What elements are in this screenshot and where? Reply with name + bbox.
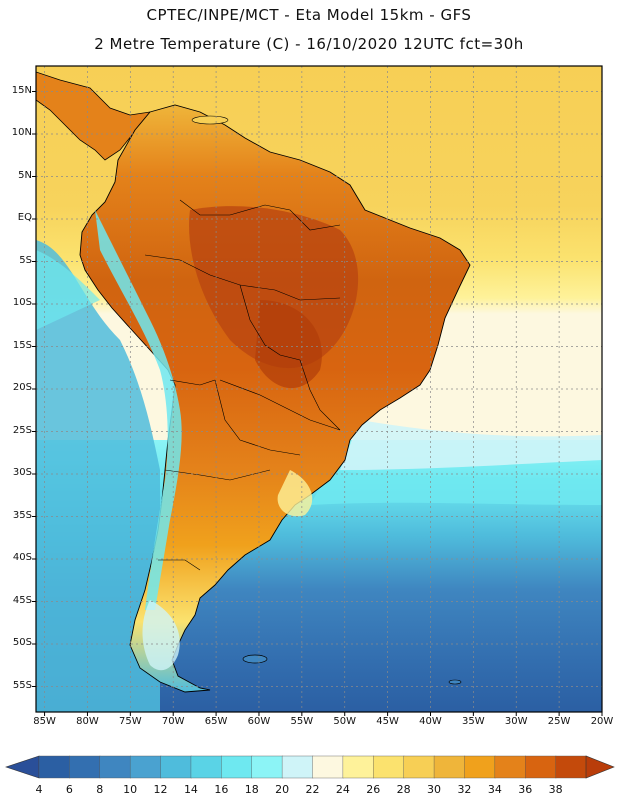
- lon-label: 30W: [504, 716, 528, 727]
- colorbar-swatch: [373, 755, 405, 779]
- lon-label: 65W: [204, 716, 228, 727]
- colorbar-label: 12: [153, 783, 168, 796]
- uruguay-mild: [277, 470, 313, 517]
- pacific-band-light: [36, 250, 100, 330]
- colorbar-swatch: [555, 755, 587, 779]
- colorbar-swatch: [433, 755, 466, 779]
- colorbar-swatch: [99, 755, 131, 779]
- colorbar-label: 8: [96, 783, 104, 796]
- falkland-islands: [242, 654, 268, 664]
- hot-core: [189, 206, 359, 369]
- colorbar-label: 24: [335, 783, 350, 796]
- lat-label: 5S: [19, 254, 32, 266]
- map-title: CPTEC/INPE/MCT - Eta Model 15km - GFS: [146, 6, 472, 24]
- colorbar-swatch: [129, 755, 162, 779]
- map-area: [36, 66, 602, 712]
- lon-label: 85W: [33, 716, 56, 727]
- lon-label: 25W: [547, 716, 571, 727]
- colorbar-swatch: [190, 755, 223, 779]
- colorbar-low-arrow: [5, 755, 40, 779]
- lon-label: 80W: [76, 716, 99, 727]
- colorbar-high-arrow: [585, 755, 615, 779]
- lat-label: 20S: [12, 382, 32, 393]
- colorbar-label: 32: [457, 783, 472, 796]
- graticule: [36, 66, 602, 712]
- colorbar-swatch: [312, 755, 344, 779]
- colorbar-swatch: [494, 755, 526, 779]
- colorbar-label: 4: [35, 783, 43, 796]
- colorbar-label: 10: [123, 783, 138, 796]
- lat-label: 40S: [12, 552, 32, 563]
- lon-label: 75W: [119, 716, 142, 727]
- lat-label: EQ: [17, 212, 32, 223]
- colorbar-label: 30: [427, 783, 442, 796]
- axis-ticks: [32, 91, 603, 716]
- andes-cool: [95, 210, 182, 610]
- atlantic-transition: [340, 420, 602, 470]
- lon-label: 35W: [462, 716, 485, 727]
- colorbar-swatch: [281, 755, 314, 779]
- colorbar-swatch: [160, 755, 192, 779]
- lat-label: 5N: [18, 169, 32, 181]
- patagonia-cool: [142, 600, 180, 671]
- colorbar-label: 14: [183, 783, 198, 796]
- colorbar-label: 22: [305, 783, 320, 796]
- country-borders: [144, 199, 341, 571]
- lat-label: 10S: [12, 297, 32, 308]
- lat-label: 50S: [12, 637, 32, 648]
- caribbean-islands: [191, 115, 229, 125]
- atlantic-cyan: [310, 470, 602, 505]
- colorbar-label: 20: [275, 783, 290, 796]
- colorbar-swatch: [403, 755, 435, 779]
- map-subtitle: 2 Metre Temperature (C) - 16/10/2020 12U…: [94, 35, 524, 53]
- colorbar-label: 36: [518, 783, 533, 796]
- lon-label: 55W: [290, 716, 314, 727]
- colorbar-swatch: [251, 755, 283, 779]
- colorbar-label: 6: [65, 783, 73, 796]
- lat-label: 35S: [12, 509, 32, 521]
- colorbar-swatch: [69, 755, 101, 779]
- lat-label: 45S: [12, 594, 32, 606]
- colorbar-swatch: [464, 755, 496, 779]
- lon-label: 45W: [376, 716, 399, 727]
- lon-label: 20W: [590, 716, 614, 727]
- south-america: [79, 104, 471, 693]
- colorbar-swatch: [525, 755, 557, 779]
- lon-label: 40W: [419, 716, 442, 727]
- colorbar: [5, 755, 615, 779]
- colorbar-label: 34: [487, 783, 502, 796]
- south-georgia: [448, 679, 462, 685]
- colorbar-label: 38: [548, 783, 563, 796]
- lon-label: 70W: [161, 716, 185, 727]
- colorbar-label: 26: [366, 783, 381, 796]
- lat-label: 15N: [11, 84, 32, 96]
- lat-label: 55S: [12, 679, 32, 691]
- colorbar-label: 28: [396, 783, 411, 796]
- colorbar-label: 18: [244, 783, 259, 796]
- lat-label: 25S: [12, 424, 32, 436]
- pacific-cool-band: [36, 240, 160, 712]
- lon-label: 60W: [247, 716, 271, 727]
- colorbar-swatch: [38, 755, 71, 779]
- colorbar-swatch: [342, 755, 374, 779]
- lon-label: 50W: [333, 716, 357, 727]
- lat-label: 10N: [11, 127, 32, 138]
- lat-label: 15S: [12, 339, 32, 351]
- lat-label: 30S: [12, 467, 32, 478]
- colorbar-swatch: [221, 755, 253, 779]
- hot-core-south: [255, 300, 322, 389]
- colorbar-label: 16: [214, 783, 229, 796]
